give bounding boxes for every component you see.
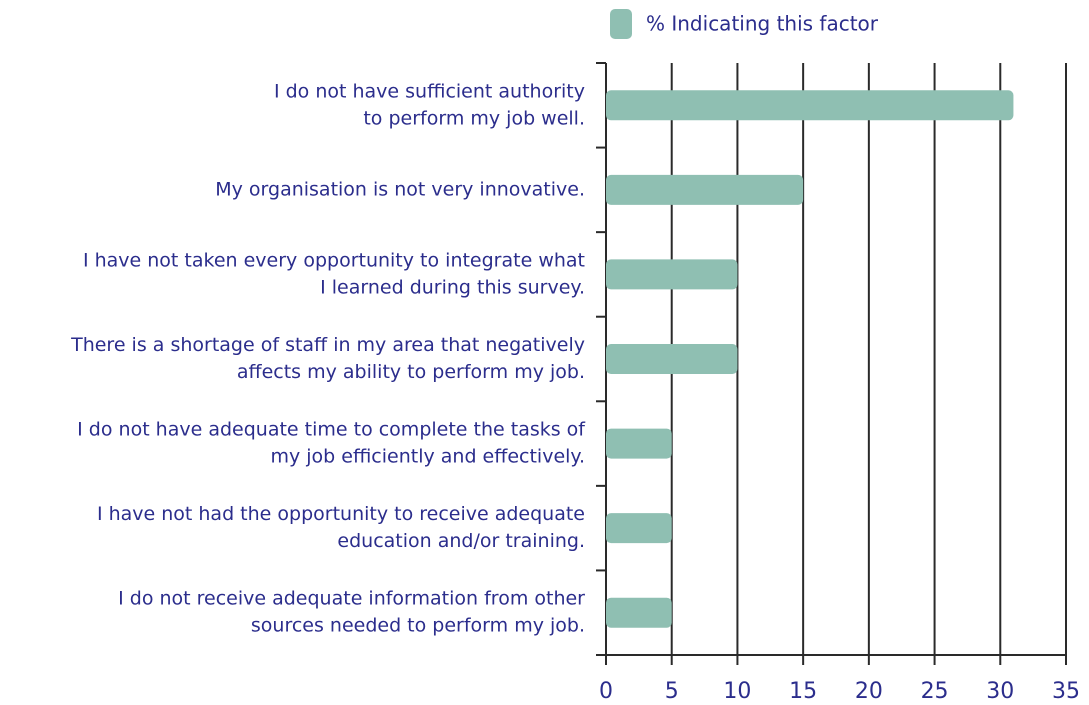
- y-tick-label: I have not taken every opportunity to in…: [83, 249, 585, 271]
- legend-label: % Indicating this factor: [646, 12, 879, 36]
- bar: [606, 174, 804, 205]
- x-tick-label: 20: [855, 679, 883, 704]
- y-tick-label: I have not had the opportunity to receiv…: [97, 503, 585, 525]
- legend-swatch: [610, 9, 632, 39]
- x-tick-label: 15: [789, 679, 817, 704]
- y-tick-label: education and/or training.: [337, 530, 585, 552]
- bar: [606, 513, 672, 544]
- y-tick-label: I learned during this survey.: [320, 276, 585, 298]
- y-tick-label: I do not receive adequate information fr…: [118, 588, 585, 610]
- y-tick-label: I do not have adequate time to complete …: [77, 419, 586, 441]
- bar: [606, 259, 738, 290]
- x-tick-label: 0: [599, 679, 613, 704]
- x-tick-label: 30: [986, 679, 1014, 704]
- y-tick-label: There is a shortage of staff in my area …: [70, 334, 585, 356]
- x-tick-label: 10: [723, 679, 751, 704]
- y-tick-label: My organisation is not very innovative.: [215, 178, 585, 200]
- y-tick-label: my job efficiently and effectively.: [270, 446, 585, 468]
- x-tick-label: 35: [1052, 679, 1080, 704]
- x-tick-label: 25: [921, 679, 949, 704]
- x-tick-label: 5: [665, 679, 679, 704]
- bar: [606, 344, 738, 374]
- y-tick-label: I do not have sufficient authority: [274, 80, 585, 102]
- y-tick-label: affects my ability to perform my job.: [237, 361, 585, 383]
- y-tick-label: to perform my job well.: [363, 107, 585, 129]
- y-tick-label: sources needed to perform my job.: [251, 615, 585, 637]
- bar: [606, 597, 672, 628]
- bar: [606, 90, 1014, 121]
- bar: [606, 428, 672, 459]
